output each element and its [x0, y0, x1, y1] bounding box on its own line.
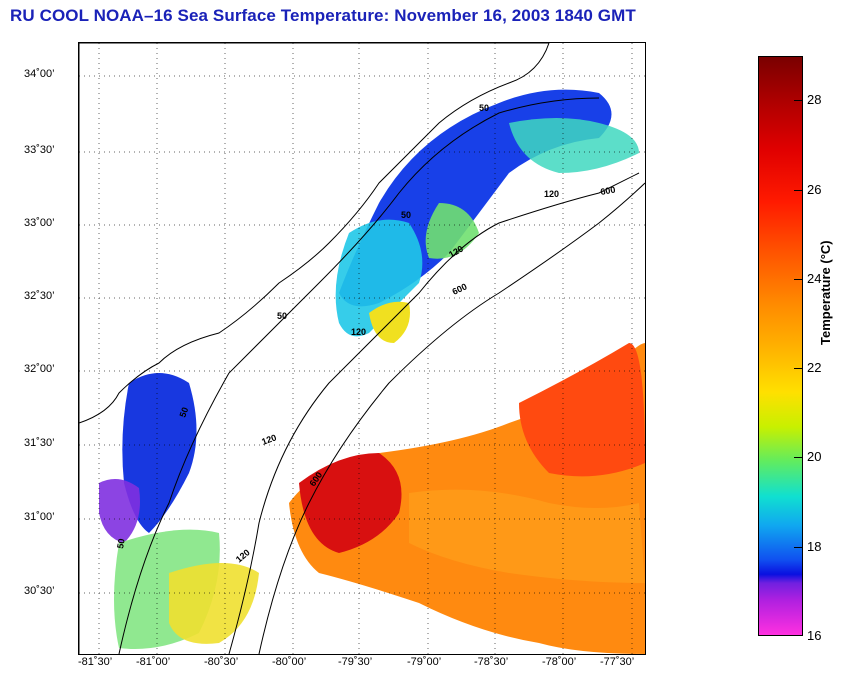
colorbar-tick-mark [794, 368, 802, 369]
contour-label: 50 [401, 210, 411, 220]
lon-label-78-30: -78˚30’ [474, 656, 509, 668]
lat-label-33-00: 33˚00’ [24, 217, 55, 229]
lon-label-77-30: -77˚30’ [600, 656, 635, 668]
isobath-600 [258, 182, 645, 654]
contour-label: 50 [177, 406, 190, 419]
contour-label: 120 [544, 189, 559, 199]
sst-cold-shelf-south [122, 373, 197, 533]
lat-label-32-30: 32˚30’ [24, 290, 55, 302]
colorbar-tick-24: 24 [807, 271, 822, 286]
sst-purple-coast [99, 479, 140, 543]
contour-label: 120 [351, 327, 366, 337]
sst-cyan-shelf [335, 219, 423, 337]
sst-yellow-south [169, 563, 259, 644]
lat-label-32-00: 32˚00’ [24, 363, 55, 375]
sst-map[interactable]: 50 50 50 50 50 120 120 120 120 120 600 6… [78, 42, 646, 655]
sst-gulf-stream-core [299, 453, 402, 553]
colorbar-tick-28: 28 [807, 92, 822, 107]
map-title: RU COOL NOAA–16 Sea Surface Temperature:… [10, 6, 636, 25]
lat-label-31-00: 31˚00’ [24, 511, 55, 523]
sst-cyan-offshore [509, 118, 639, 173]
lon-label-79-00: -79˚00’ [407, 656, 442, 668]
temperature-colorbar [758, 56, 803, 636]
lat-label-33-30: 33˚30’ [24, 144, 55, 156]
isobath-50 [118, 97, 600, 654]
colorbar-label: Temperature (°C) [818, 240, 833, 345]
lon-label-80-00: -80˚00’ [272, 656, 307, 668]
colorbar-tick-mark [794, 547, 802, 548]
colorbar-tick-mark [794, 279, 802, 280]
contour-label: 600 [600, 185, 617, 197]
sst-gulf-stream-east [519, 343, 645, 477]
colorbar-tick-mark [794, 100, 802, 101]
lon-label-80-30: -80˚30’ [204, 656, 239, 668]
lat-label-34-00: 34˚00’ [24, 68, 55, 80]
colorbar-tick-22: 22 [807, 360, 822, 375]
colorbar-tick-18: 18 [807, 539, 822, 554]
contour-label: 50 [115, 538, 127, 550]
lat-label-30-30: 30˚30’ [24, 585, 55, 597]
contour-label: 600 [451, 281, 469, 296]
lat-label-31-30: 31˚30’ [24, 437, 55, 449]
coastline [79, 43, 550, 654]
contour-label: 120 [260, 432, 278, 447]
contour-label: 120 [234, 547, 252, 564]
colorbar-tick-26: 26 [807, 182, 822, 197]
colorbar-tick-mark [794, 457, 802, 458]
contour-label: 50 [277, 311, 287, 321]
lon-label-79-30: -79˚30’ [338, 656, 373, 668]
isobath-120 [228, 172, 640, 654]
colorbar-tick-16: 16 [807, 628, 822, 643]
sst-map-canvas: 50 50 50 50 50 120 120 120 120 120 600 6… [79, 43, 645, 654]
map-grid [79, 43, 645, 654]
lon-label-81-30: -81˚30’ [78, 656, 113, 668]
sst-orange-band [409, 489, 645, 583]
lon-label-81-00: -81˚00’ [136, 656, 171, 668]
colorbar-tick-20: 20 [807, 449, 822, 464]
contour-label: 50 [479, 103, 489, 113]
lon-label-78-00: -78˚00’ [542, 656, 577, 668]
colorbar-tick-mark [794, 190, 802, 191]
